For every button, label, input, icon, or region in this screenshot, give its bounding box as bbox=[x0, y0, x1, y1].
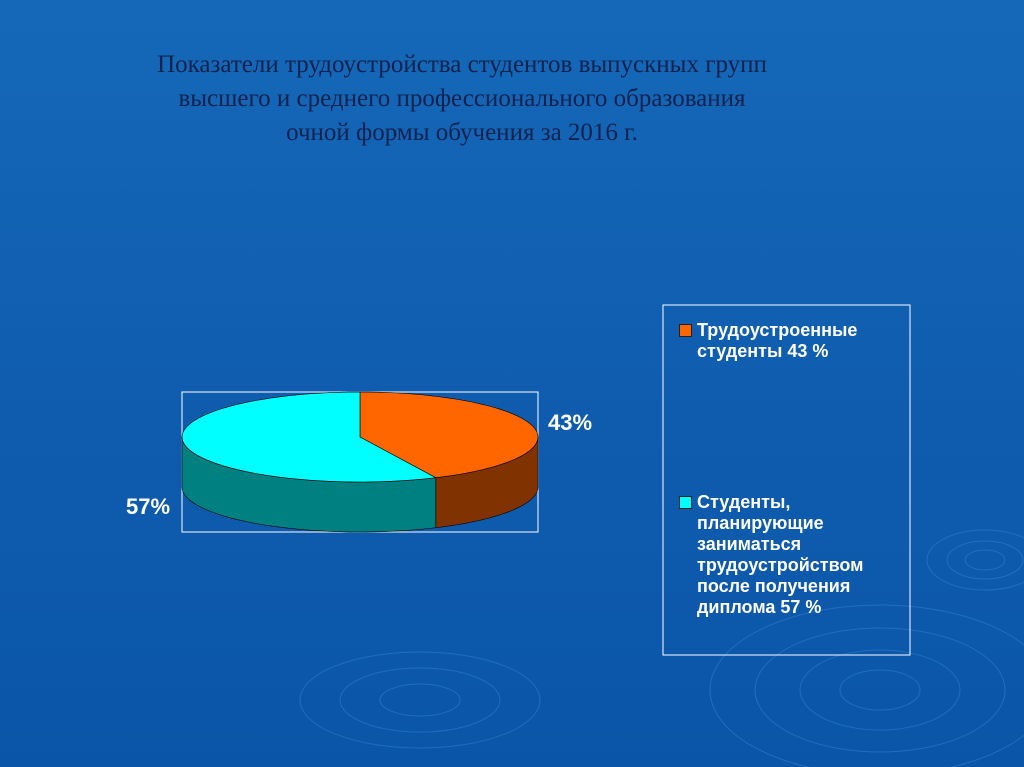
slice bbox=[181, 391, 437, 483]
legend-label: Студенты, планирующие заниматься трудоус… bbox=[697, 492, 864, 617]
title-line: очной формы обучения за 2016 г. bbox=[286, 119, 638, 146]
ripples bbox=[299, 529, 1024, 767]
legend-label: Трудоустроенные студенты 43 % bbox=[697, 320, 858, 361]
title-line: Показатели трудоустройства студентов вып… bbox=[157, 51, 767, 78]
pie bbox=[181, 391, 539, 533]
legend-swatch bbox=[679, 324, 692, 337]
data-label: 57% bbox=[126, 494, 170, 519]
title-line: высшего и среднего профессионального обр… bbox=[178, 85, 746, 112]
legend-frame bbox=[662, 304, 911, 656]
slice bbox=[359, 391, 539, 479]
data-label: 43% bbox=[548, 410, 592, 435]
legend-swatch bbox=[679, 496, 692, 509]
